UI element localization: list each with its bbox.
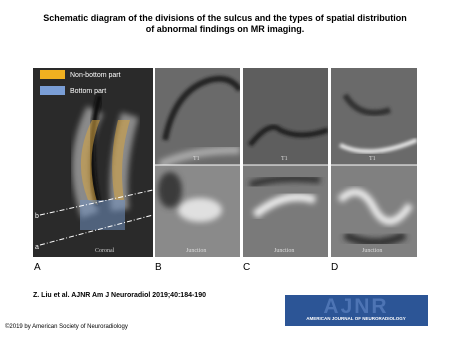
panel-caption: Junction (186, 248, 206, 254)
line-label: b (35, 213, 39, 220)
panel-letter: B (155, 262, 162, 273)
panel-caption: Junction (274, 248, 294, 254)
panel-letter: D (331, 262, 338, 273)
logo-title: AJNR (323, 295, 388, 318)
legend-label: Bottom part (70, 88, 106, 95)
panel-b-image (155, 68, 240, 257)
logo-box (285, 295, 428, 326)
logo-subtitle: AMERICAN JOURNAL OF NEURORADIOLOGY (306, 316, 405, 321)
panel-caption: T1 (369, 156, 376, 162)
citation: Z. Liu et al. AJNR Am J Neuroradiol 2019… (33, 292, 206, 299)
legend-label: Non-bottom part (70, 72, 121, 79)
panel-a-image (33, 68, 153, 257)
panel-d-image (331, 68, 417, 257)
panel-letter: A (34, 262, 41, 273)
panel-letter: C (243, 262, 250, 273)
panel-caption: T1 (193, 156, 200, 162)
panel-c-image (243, 68, 328, 257)
copyright: ©2019 by American Society of Neuroradiol… (5, 324, 128, 330)
line-label: a (35, 244, 39, 251)
panel-caption: Coronal (95, 248, 115, 254)
panel-caption: Junction (362, 248, 382, 254)
panel-caption: T1 (281, 156, 288, 162)
figure-title: Schematic diagram of the divisions of th… (43, 13, 407, 34)
